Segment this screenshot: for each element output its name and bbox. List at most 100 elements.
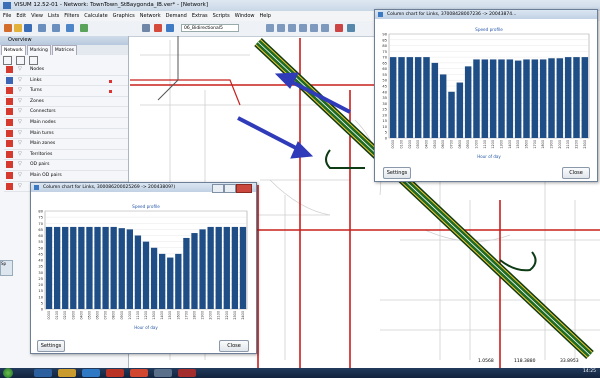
insert-tool-icon[interactable]: [16, 56, 25, 65]
open-icon[interactable]: [14, 24, 22, 32]
filter-icon[interactable]: ▽: [18, 118, 22, 125]
filter-icon[interactable]: ▽: [18, 161, 22, 168]
graphic-parameter-select[interactable]: 06_Bidirectional5: [181, 24, 239, 32]
menu-item-scripts[interactable]: Scripts: [212, 13, 230, 19]
column-chart-window-right-titlebar[interactable]: Column chart for Links, 37008428007236 -…: [375, 10, 597, 19]
measure-icon[interactable]: [347, 24, 355, 32]
chart_right-bar: [523, 59, 530, 138]
taskbar-app-browser-icon[interactable]: [34, 369, 52, 377]
smart-map-tab[interactable]: Sp: [0, 260, 13, 276]
filter-icon[interactable]: [335, 24, 343, 32]
list-icon[interactable]: [166, 24, 174, 32]
graphic-params-icon[interactable]: [142, 24, 150, 32]
tab-network[interactable]: Network: [1, 45, 26, 55]
taskbar-app-visum-icon[interactable]: [106, 369, 124, 377]
tab-marking[interactable]: Marking: [26, 45, 51, 55]
chart_right-ytick-label: 20: [382, 113, 387, 117]
column-chart-window-right[interactable]: Column chart for Links, 37008428007236 -…: [374, 9, 598, 182]
spatial-tool-icon[interactable]: [29, 56, 38, 65]
print-icon[interactable]: [66, 24, 74, 32]
settings-button-right[interactable]: Settings: [383, 167, 411, 179]
undo-icon[interactable]: [38, 24, 46, 32]
refresh-icon[interactable]: [321, 24, 329, 32]
chart_right-bar: [489, 59, 497, 138]
filter-icon[interactable]: ▽: [18, 182, 22, 189]
tab-matrices[interactable]: Matrices: [51, 45, 77, 55]
taskbar-app-other-icon[interactable]: [154, 369, 172, 377]
taskbar-app-powerpoint-icon[interactable]: [130, 369, 148, 377]
chart_left-bar: [223, 226, 230, 309]
menu-item-calculate[interactable]: Calculate: [84, 13, 108, 19]
network-editor-icon[interactable]: [154, 24, 162, 32]
chart_right-bar: [456, 82, 464, 138]
network-object-turns[interactable]: ▽ Turns: [4, 86, 128, 97]
network-object-connectors[interactable]: ▽ Connectors: [4, 107, 128, 118]
network-object-main-od-pairs[interactable]: ▽ Main OD pairs: [4, 171, 128, 182]
taskbar-app-pdf-icon[interactable]: [178, 369, 196, 377]
menu-item-help[interactable]: Help: [259, 13, 271, 19]
filter-icon[interactable]: ▽: [18, 171, 22, 178]
chart_left-xtick-label: 1900: [201, 311, 205, 320]
zoom-in-icon[interactable]: [266, 24, 274, 32]
menu-item-extras[interactable]: Extras: [191, 13, 208, 19]
filter-icon[interactable]: ▽: [18, 76, 22, 83]
column-chart-window-left-title: Column chart for Links, 300086200025269 …: [43, 185, 176, 190]
network-object-zones[interactable]: ▽ Zones: [4, 97, 128, 108]
chart_right-ytick-label: 55: [382, 73, 387, 77]
status-value-2: 118.3880: [514, 359, 536, 364]
minimize-icon[interactable]: [212, 184, 224, 193]
close-button-right[interactable]: Close: [562, 167, 590, 179]
filter-icon[interactable]: ▽: [18, 97, 22, 104]
filter-icon[interactable]: ▽: [18, 66, 22, 72]
menu-item-demand[interactable]: Demand: [165, 13, 187, 19]
filter-icon[interactable]: ▽: [18, 87, 22, 94]
network-object-nodes[interactable]: ▽ Nodes: [4, 65, 128, 76]
select-tool-icon[interactable]: [3, 56, 12, 65]
help-icon[interactable]: [80, 24, 88, 32]
menu-item-lists[interactable]: Lists: [47, 13, 60, 19]
toolbar: 06_Bidirectional5: [0, 21, 375, 37]
zoom-next-icon[interactable]: [299, 24, 307, 32]
chart_left-ytick-label: 25: [38, 277, 43, 281]
start-button[interactable]: [3, 368, 13, 378]
chart_right-ytick-label: 40: [382, 90, 387, 94]
filter-icon[interactable]: ▽: [18, 140, 22, 147]
menu-item-graphics[interactable]: Graphics: [112, 13, 135, 19]
save-icon[interactable]: [24, 24, 32, 32]
network-map[interactable]: [129, 36, 600, 368]
network-object-od-pairs[interactable]: ▽ OD pairs: [4, 160, 128, 171]
ramp-link: [130, 79, 241, 106]
zoom-out-icon[interactable]: [277, 24, 285, 32]
network-object-main-zones[interactable]: ▽ Main zones: [4, 139, 128, 150]
network-object-links[interactable]: ▽ Links: [4, 76, 128, 87]
taskbar-app-word-icon[interactable]: [82, 369, 100, 377]
settings-button-left[interactable]: Settings: [37, 340, 65, 352]
menu-item-window[interactable]: Window: [234, 13, 255, 19]
taskbar-app-explorer-icon[interactable]: [58, 369, 76, 377]
network-object-main-nodes[interactable]: ▽ Main nodes: [4, 118, 128, 129]
pan-icon[interactable]: [310, 24, 318, 32]
chart_right-xtick-label: 0200: [408, 140, 412, 149]
menu-item-filters[interactable]: Filters: [64, 13, 80, 19]
menu-item-view[interactable]: View: [31, 13, 43, 19]
filter-icon[interactable]: ▽: [18, 108, 22, 115]
chart_left-bar: [70, 226, 77, 309]
menu-item-network[interactable]: Network: [139, 13, 161, 19]
zoom-previous-icon[interactable]: [288, 24, 296, 32]
chart_left-bar: [86, 226, 93, 309]
column-chart-window-left[interactable]: Column chart for Links, 300086200025269 …: [30, 182, 257, 354]
new-icon[interactable]: [4, 24, 12, 32]
close-icon[interactable]: [236, 184, 252, 193]
menu-item-edit[interactable]: Edit: [16, 13, 27, 19]
close-button-left[interactable]: Close: [219, 340, 249, 352]
redo-icon[interactable]: [52, 24, 60, 32]
chart_left-ytick-label: 5: [41, 301, 43, 305]
filter-icon[interactable]: ▽: [18, 150, 22, 157]
menu-item-file[interactable]: File: [3, 13, 12, 19]
network-object-main-turns[interactable]: ▽ Main turns: [4, 129, 128, 140]
maximize-icon[interactable]: [224, 184, 236, 193]
active-marker-icon: [109, 79, 112, 83]
network-object-territories[interactable]: ▽ Territories: [4, 150, 128, 161]
filter-icon[interactable]: ▽: [18, 129, 22, 136]
column-chart-window-left-titlebar[interactable]: Column chart for Links, 300086200025269 …: [31, 183, 256, 192]
